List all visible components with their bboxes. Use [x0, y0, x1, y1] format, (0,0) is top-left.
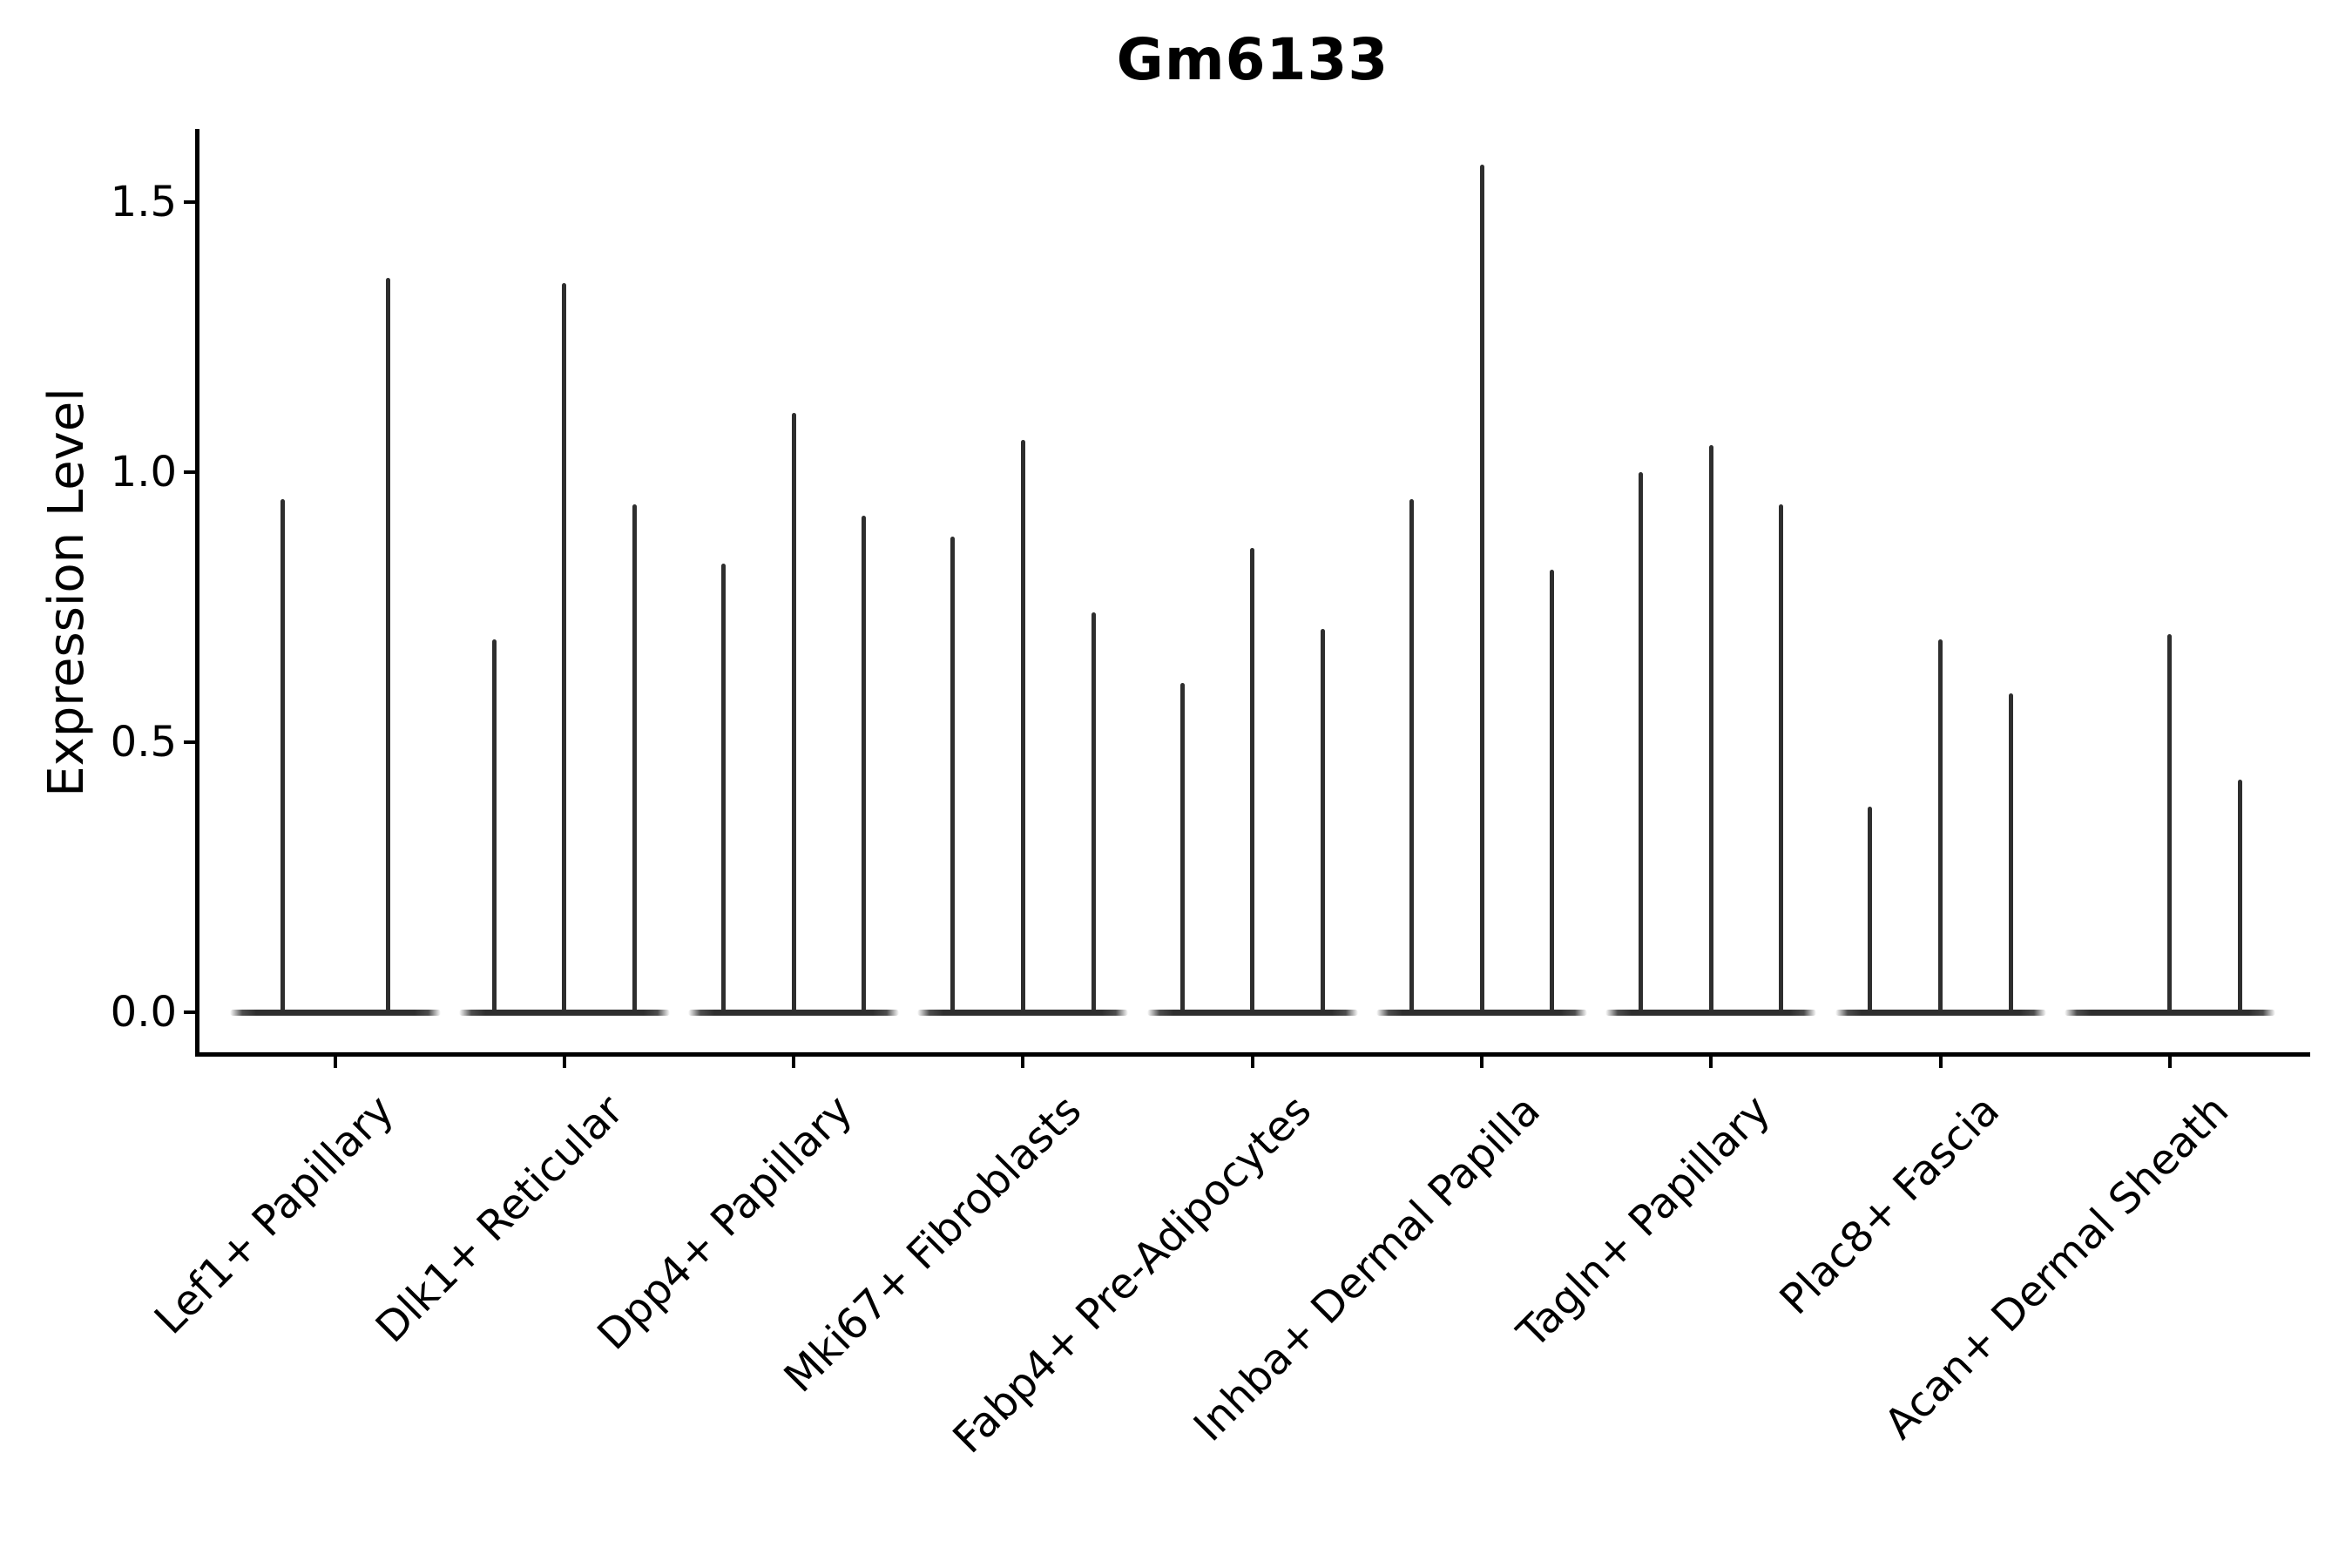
y-tick: [184, 1010, 195, 1014]
violin-spike: [950, 537, 956, 1012]
violin-spike: [1479, 164, 1484, 1012]
violin-base: [229, 1009, 441, 1016]
violin-spike: [2167, 634, 2173, 1012]
x-tick-label: Tagln+ Papillary: [1507, 1085, 1780, 1358]
violin-base: [1146, 1009, 1358, 1016]
violin-spike: [1320, 628, 1325, 1012]
violin-spike: [1179, 682, 1185, 1012]
x-tick: [1938, 1057, 1943, 1068]
violin-base: [688, 1009, 900, 1016]
x-tick: [1480, 1057, 1484, 1068]
x-tick: [1250, 1057, 1254, 1068]
chart-title: Gm6133: [1116, 26, 1389, 93]
violin-spike: [1708, 445, 1713, 1012]
violin-spike: [1250, 547, 1255, 1012]
violin-spike: [1091, 612, 1096, 1012]
violin-spike: [1020, 439, 1025, 1012]
y-tick: [184, 470, 195, 474]
violin-spike: [791, 412, 796, 1012]
violin-spike: [632, 504, 637, 1012]
violin-spike: [862, 515, 867, 1012]
violin-base: [1376, 1009, 1587, 1016]
x-tick: [562, 1057, 566, 1068]
violin-spike: [1779, 504, 1784, 1012]
y-tick: [184, 200, 195, 204]
violin-spike: [385, 277, 390, 1012]
violin-spike: [491, 639, 497, 1012]
violin-spike: [1409, 499, 1414, 1012]
violin-base: [1835, 1009, 2046, 1016]
violin-spike: [1639, 472, 1644, 1012]
violin-spike: [1868, 807, 1873, 1012]
y-tick-label: 0.5: [110, 718, 177, 767]
violin-spike: [280, 499, 285, 1012]
violin-base: [917, 1009, 1129, 1016]
violin-spike: [2008, 693, 2013, 1012]
x-tick: [333, 1057, 337, 1068]
y-axis-spine: [195, 129, 199, 1057]
x-tick-label: Plac8+ Fascia: [1770, 1085, 2009, 1325]
x-tick: [792, 1057, 796, 1068]
x-tick-label: Lef1+ Papillary: [145, 1085, 403, 1344]
violin-spike: [562, 283, 567, 1012]
violin-spike: [1938, 639, 1943, 1012]
violin-spike: [720, 564, 726, 1012]
violin-base: [2064, 1009, 2275, 1016]
x-axis-spine: [195, 1052, 2310, 1057]
y-tick-label: 1.5: [110, 178, 177, 226]
y-tick-label: 1.0: [110, 448, 177, 497]
x-tick: [1021, 1057, 1025, 1068]
y-tick-label: 0.0: [110, 988, 177, 1037]
x-tick: [1709, 1057, 1713, 1068]
violin-base: [458, 1009, 670, 1016]
violin-spike: [2238, 780, 2243, 1012]
violin-base: [1605, 1009, 1817, 1016]
x-tick-label: Dpp4+ Papillary: [588, 1085, 862, 1360]
y-tick: [184, 740, 195, 744]
x-tick-label: Dlk1+ Reticular: [366, 1085, 632, 1353]
x-tick: [2167, 1057, 2172, 1068]
violin-spike: [1550, 569, 1555, 1012]
